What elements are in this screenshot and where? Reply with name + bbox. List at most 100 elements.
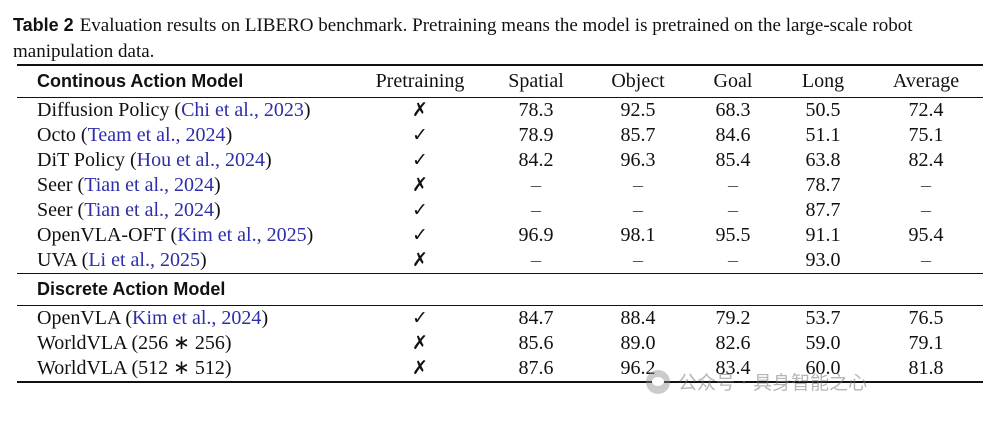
- table-row: OpenVLA-OFT (Kim et al., 2025) ✓ 96.9 98.1 9…: [17, 223, 983, 248]
- pretraining-cell: ✗: [412, 99, 428, 121]
- object-cell: 98.1: [620, 224, 656, 246]
- table-row: UVA (Li et al., 2025) ✗ – – – 93.0 –: [17, 248, 983, 274]
- discrete-rows: OpenVLA (Kim et al., 2024) ✓ 84.7 88.4 79.2 5…: [17, 305, 983, 382]
- pretraining-cell: ✓: [412, 307, 428, 329]
- long-cell: 91.1: [805, 224, 841, 246]
- continuous-rows: Diffusion Policy (Chi et al., 2023) ✗ 78.3…: [17, 97, 983, 274]
- spatial-cell: –: [531, 174, 541, 196]
- header-object: Object: [611, 70, 665, 92]
- average-cell: 79.1: [908, 332, 944, 354]
- pretraining-cell: ✓: [412, 199, 428, 221]
- long-cell: 50.5: [805, 99, 841, 121]
- table-row: DiT Policy (Hou et al., 2024) ✓ 84.2 96.3 85…: [17, 148, 983, 173]
- long-cell: 78.7: [805, 174, 841, 196]
- goal-cell: –: [728, 249, 738, 271]
- citation-link[interactable]: Kim et al., 2025: [177, 224, 307, 246]
- object-cell: –: [633, 174, 643, 196]
- goal-cell: 82.6: [715, 332, 751, 354]
- method-cell: Diffusion Policy (Chi et al., 2023): [37, 99, 311, 121]
- method-name: OpenVLA-OFT: [37, 224, 166, 246]
- method-name: Diffusion Policy: [37, 99, 170, 121]
- pretraining-cell: ✗: [412, 357, 428, 379]
- spatial-cell: 78.3: [518, 99, 554, 121]
- table-caption: Table 2 Evaluation results on LIBERO benc…: [13, 12, 988, 65]
- discrete-header-row: Discrete Action Model: [17, 273, 983, 306]
- table-row: OpenVLA (Kim et al., 2024) ✓ 84.7 88.4 79.2 5…: [17, 305, 983, 332]
- pretraining-cell: ✓: [412, 149, 428, 171]
- table-row: Seer (Tian et al., 2024) ✓ – – – 87.7 –: [17, 198, 983, 223]
- citation-link[interactable]: Team et al., 2024: [87, 124, 226, 146]
- method-cell: DiT Policy (Hou et al., 2024): [37, 149, 272, 171]
- long-cell: 87.7: [805, 199, 841, 221]
- goal-cell: 83.4: [715, 357, 751, 379]
- method-name: Octo: [37, 124, 76, 146]
- method-name: UVA: [37, 249, 77, 271]
- citation-link[interactable]: Li et al., 2025: [88, 249, 200, 271]
- header-continuous-action-model: Continous Action Model: [37, 71, 244, 91]
- spatial-cell: 78.9: [518, 124, 554, 146]
- goal-cell: 79.2: [715, 307, 751, 329]
- method-name: WorldVLA (256 ∗ 256): [37, 332, 232, 354]
- long-cell: 51.1: [805, 124, 841, 146]
- spatial-cell: 87.6: [518, 357, 554, 379]
- spatial-cell: 84.2: [518, 149, 554, 171]
- table-row: WorldVLA (256 ∗ 256) ✗ 85.6 89.0 82.6 59.0 79.…: [17, 331, 983, 356]
- average-cell: 81.8: [908, 357, 944, 379]
- results-table: Continous Action Model Pretraining Spati…: [17, 64, 983, 383]
- pretraining-cell: ✓: [412, 124, 428, 146]
- citation-link[interactable]: Hou et al., 2024: [136, 149, 265, 171]
- table-row: WorldVLA (512 ∗ 512) ✗ 87.6 96.2 83.4 60.0 81.…: [17, 356, 983, 382]
- method-cell: OpenVLA-OFT (Kim et al., 2025): [37, 224, 314, 246]
- average-cell: 82.4: [908, 149, 944, 171]
- object-cell: 92.5: [620, 99, 656, 121]
- method-name: DiT Policy: [37, 149, 125, 171]
- spatial-cell: –: [531, 199, 541, 221]
- header-goal: Goal: [713, 70, 753, 92]
- header-average: Average: [892, 70, 960, 92]
- goal-cell: 84.6: [715, 124, 751, 146]
- goal-cell: 95.5: [715, 224, 751, 246]
- header-long: Long: [801, 70, 845, 92]
- long-cell: 63.8: [805, 149, 841, 171]
- discrete-section-title: Discrete Action Model: [37, 279, 226, 299]
- average-cell: 95.4: [908, 224, 944, 246]
- object-cell: 88.4: [620, 307, 656, 329]
- average-cell: –: [921, 174, 931, 196]
- pretraining-cell: ✗: [412, 332, 428, 354]
- caption-text: Evaluation results on LIBERO benchmark. …: [13, 15, 913, 62]
- wechat-icon: [646, 369, 670, 394]
- header-pretraining: Pretraining: [375, 70, 465, 92]
- goal-cell: 68.3: [715, 99, 751, 121]
- long-cell: 60.0: [805, 357, 841, 379]
- average-cell: 72.4: [908, 99, 944, 121]
- average-cell: 75.1: [908, 124, 944, 146]
- object-cell: 96.3: [620, 149, 656, 171]
- citation-link[interactable]: Tian et al., 2024: [84, 174, 215, 196]
- long-cell: 53.7: [805, 307, 841, 329]
- long-cell: 93.0: [805, 249, 841, 271]
- object-cell: –: [633, 249, 643, 271]
- pretraining-cell: ✗: [412, 249, 428, 271]
- average-cell: –: [921, 249, 931, 271]
- pretraining-cell: ✗: [412, 174, 428, 196]
- average-cell: –: [921, 199, 931, 221]
- discrete-section: Discrete Action Model: [17, 273, 983, 306]
- citation-link[interactable]: Chi et al., 2023: [181, 99, 304, 121]
- method-cell: Seer (Tian et al., 2024): [37, 174, 221, 196]
- method-cell: OpenVLA (Kim et al., 2024): [37, 307, 269, 329]
- object-cell: 89.0: [620, 332, 656, 354]
- citation-link[interactable]: Tian et al., 2024: [84, 199, 215, 221]
- goal-cell: –: [728, 199, 738, 221]
- goal-cell: 85.4: [715, 149, 751, 171]
- method-cell: WorldVLA (512 ∗ 512): [17, 356, 355, 382]
- object-cell: 96.2: [620, 357, 656, 379]
- method-name: OpenVLA: [37, 307, 121, 329]
- caption-label: Table 2: [13, 15, 74, 35]
- citation-link[interactable]: Kim et al., 2024: [132, 307, 262, 329]
- method-name: Seer: [37, 174, 73, 196]
- spatial-cell: 96.9: [518, 224, 554, 246]
- pretraining-cell: ✓: [412, 224, 428, 246]
- table-row: Octo (Team et al., 2024) ✓ 78.9 85.7 84.6 51.…: [17, 123, 983, 148]
- table-row: Seer (Tian et al., 2024) ✗ – – – 78.7 –: [17, 173, 983, 198]
